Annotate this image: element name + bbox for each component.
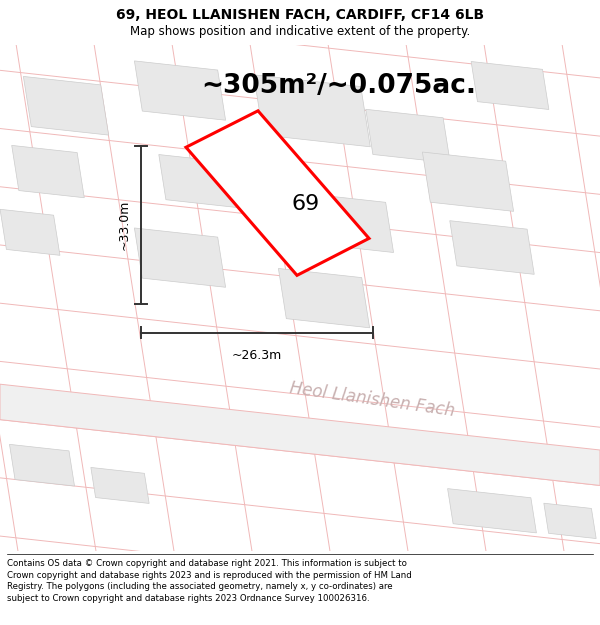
Text: ~33.0m: ~33.0m bbox=[117, 200, 130, 251]
Text: Map shows position and indicative extent of the property.: Map shows position and indicative extent… bbox=[130, 25, 470, 38]
Polygon shape bbox=[134, 61, 226, 120]
Polygon shape bbox=[254, 75, 370, 147]
Text: ~305m²/~0.075ac.: ~305m²/~0.075ac. bbox=[201, 73, 476, 99]
Polygon shape bbox=[471, 61, 549, 109]
Polygon shape bbox=[450, 221, 534, 274]
Polygon shape bbox=[12, 146, 84, 198]
Polygon shape bbox=[544, 503, 596, 539]
Polygon shape bbox=[186, 111, 369, 276]
Polygon shape bbox=[91, 468, 149, 503]
Text: Heol Llanishen Fach: Heol Llanishen Fach bbox=[288, 379, 456, 420]
Polygon shape bbox=[10, 444, 74, 486]
Polygon shape bbox=[366, 109, 450, 163]
Text: 69, HEOL LLANISHEN FACH, CARDIFF, CF14 6LB: 69, HEOL LLANISHEN FACH, CARDIFF, CF14 6… bbox=[116, 8, 484, 22]
Polygon shape bbox=[448, 489, 536, 533]
Text: ~26.3m: ~26.3m bbox=[232, 349, 282, 362]
Polygon shape bbox=[134, 228, 226, 288]
Polygon shape bbox=[422, 152, 514, 211]
Text: 69: 69 bbox=[292, 194, 320, 214]
Polygon shape bbox=[0, 384, 600, 486]
Polygon shape bbox=[290, 192, 394, 253]
Polygon shape bbox=[0, 209, 60, 256]
Polygon shape bbox=[159, 154, 249, 209]
Polygon shape bbox=[278, 269, 370, 328]
Text: Contains OS data © Crown copyright and database right 2021. This information is : Contains OS data © Crown copyright and d… bbox=[7, 559, 412, 602]
Polygon shape bbox=[23, 76, 109, 135]
